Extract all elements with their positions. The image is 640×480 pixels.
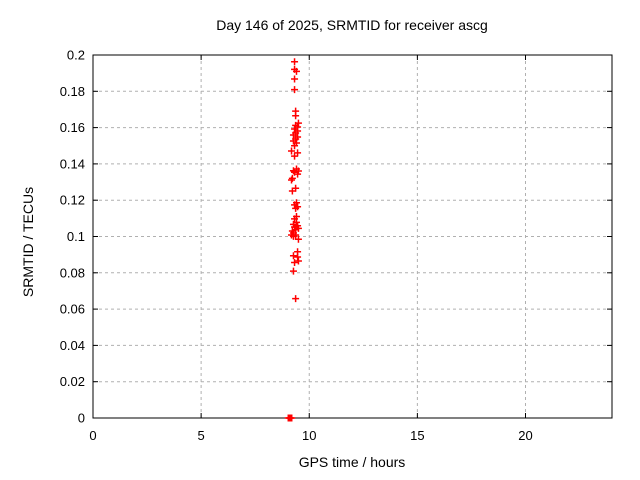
y-tick-label: 0.18 bbox=[60, 84, 85, 99]
data-point-marker bbox=[291, 86, 299, 94]
data-point-marker bbox=[291, 75, 299, 83]
y-tick-label: 0 bbox=[78, 411, 85, 426]
data-point-marker bbox=[289, 131, 297, 139]
y-tick-label: 0.12 bbox=[60, 193, 85, 208]
y-axis-label: SRMTID / TECUs bbox=[20, 187, 36, 297]
x-tick-labels: 0 5 10 15 20 bbox=[89, 428, 532, 443]
data-point-marker bbox=[294, 170, 302, 178]
y-tick-label: 0.2 bbox=[67, 48, 85, 63]
data-point-marker bbox=[291, 258, 299, 266]
data-point-marker bbox=[288, 176, 296, 184]
data-point-marker bbox=[291, 152, 299, 160]
data-point-marker bbox=[288, 414, 296, 422]
y-tick-label: 0.14 bbox=[60, 156, 85, 171]
chart-title: Day 146 of 2025, SRMTID for receiver asc… bbox=[216, 17, 488, 33]
y-tick-label: 0.1 bbox=[67, 229, 85, 244]
data-point-marker bbox=[294, 235, 302, 243]
x-tick-label: 20 bbox=[518, 428, 532, 443]
y-tick-label: 0.04 bbox=[60, 338, 85, 353]
data-point-marker bbox=[288, 147, 296, 155]
data-point-marker bbox=[291, 142, 299, 150]
x-axis-label: GPS time / hours bbox=[299, 454, 406, 470]
y-tick-label: 0.02 bbox=[60, 374, 85, 389]
data-point-marker bbox=[294, 253, 302, 261]
data-point-marker bbox=[288, 187, 296, 195]
gridlines bbox=[93, 55, 612, 418]
data-point-marker bbox=[292, 204, 300, 212]
y-tick-label: 0.08 bbox=[60, 265, 85, 280]
data-point-marker bbox=[292, 67, 300, 75]
y-tick-labels: 0 0.02 0.04 0.06 0.08 0.1 0.12 0.14 0.16 0.18 0.2 bbox=[60, 48, 85, 426]
data-point-marker bbox=[292, 112, 300, 120]
x-tick-label: 0 bbox=[89, 428, 96, 443]
data-point-marker bbox=[288, 174, 296, 182]
axis-ticks bbox=[92, 54, 612, 419]
data-points bbox=[284, 58, 302, 422]
y-tick-label: 0.16 bbox=[60, 120, 85, 135]
data-point-marker bbox=[294, 167, 302, 175]
y-tick-label: 0.06 bbox=[60, 302, 85, 317]
x-tick-label: 15 bbox=[410, 428, 424, 443]
data-point-marker bbox=[291, 58, 299, 66]
data-point-marker bbox=[289, 252, 297, 260]
data-point-marker bbox=[289, 267, 297, 275]
x-tick-label: 10 bbox=[302, 428, 316, 443]
data-point-marker bbox=[289, 232, 297, 240]
data-point-marker bbox=[292, 295, 300, 303]
data-point-marker bbox=[294, 257, 302, 265]
x-tick-label: 5 bbox=[198, 428, 205, 443]
